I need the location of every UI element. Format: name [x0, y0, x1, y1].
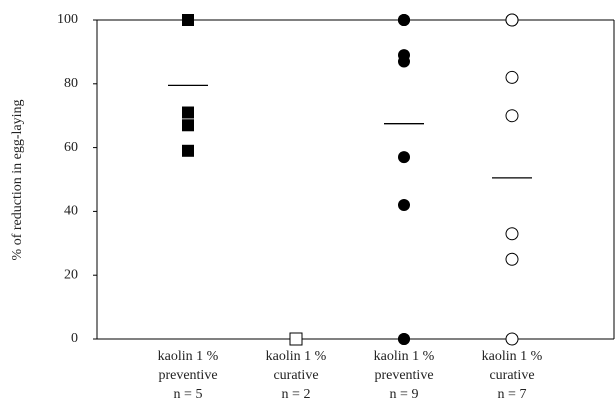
y-tick-label: 0 [71, 331, 78, 346]
x-tick-label: n = 9 [390, 387, 419, 402]
point [505, 13, 519, 27]
x-tick-label: curative [273, 368, 318, 383]
x-tick-label: n = 2 [282, 387, 311, 402]
y-axis-label: % of reduction in egg-laying [10, 100, 25, 261]
x-tick-label: preventive [158, 368, 217, 383]
point [182, 14, 194, 26]
point [398, 55, 410, 68]
point [398, 151, 410, 164]
point [182, 106, 194, 119]
y-tick-label: 100 [57, 12, 78, 27]
point [505, 332, 519, 346]
point [289, 332, 303, 346]
y-tick-label: 20 [64, 267, 78, 282]
x-tick-label: curative [489, 368, 534, 383]
x-tick-label: preventive [374, 368, 433, 383]
x-tick-label: kaolin 1 % [266, 349, 327, 364]
point [182, 119, 194, 132]
point [398, 333, 410, 345]
point [398, 14, 410, 26]
point [182, 144, 194, 157]
point [505, 252, 519, 266]
y-tick-label: 80 [64, 76, 78, 91]
x-tick-label: n = 5 [174, 387, 203, 402]
y-tick-label: 60 [64, 140, 78, 155]
x-tick-label: kaolin 1 % [482, 349, 543, 364]
point [505, 227, 519, 241]
point [505, 70, 519, 84]
x-tick-label: kaolin 1 % [374, 349, 435, 364]
y-tick-label: 40 [64, 204, 78, 219]
point [398, 199, 410, 212]
x-tick-label: n = 7 [498, 387, 527, 402]
point [505, 109, 519, 123]
x-tick-label: kaolin 1 % [158, 349, 219, 364]
